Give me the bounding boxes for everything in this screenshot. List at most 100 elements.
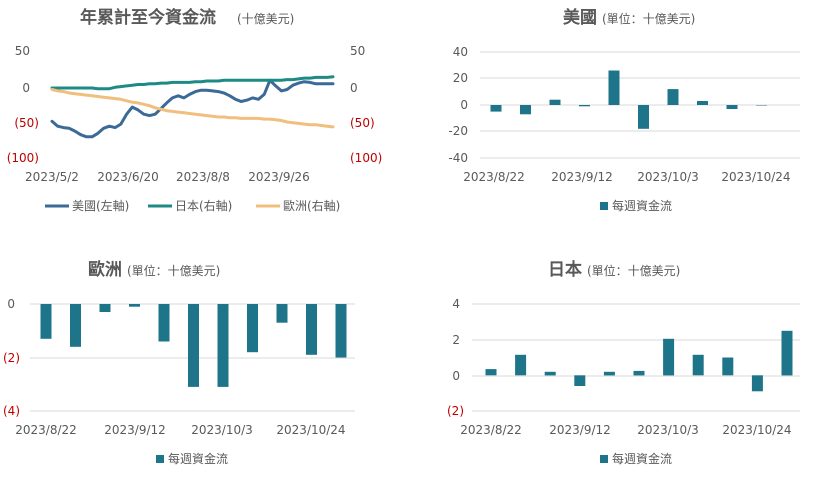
bar-series — [485, 330, 793, 392]
cumulative-flow-chart: 年累計至今資金流 (十億美元) 50 0 (50) (100) 50 0 (50… — [0, 0, 410, 241]
x-axis-ticks: 2023/5/2 2023/6/20 2023/8/8 2023/9/26 — [25, 170, 310, 184]
chart-subtitle: (十億美元) — [237, 12, 294, 26]
right-tick-50: 50 — [350, 44, 365, 58]
bar-5 — [608, 70, 620, 105]
x-tick-2: 2023/9/12 — [551, 170, 613, 184]
left-tick-0: 0 — [22, 81, 30, 95]
x-tick-1: 2023/8/22 — [460, 423, 522, 437]
gridlines — [472, 303, 800, 412]
y-tick: (2) — [447, 404, 464, 418]
bar-3 — [549, 99, 561, 105]
right-y-axis-ticks: 50 0 (50) (100) — [350, 44, 382, 165]
chart-subtitle: (單位：十億美元) — [602, 11, 695, 26]
japan-weekly-svg: 日本 (單位：十億美元) 4 2 0 (2) 2023/8/22 2023/9/… — [447, 259, 800, 466]
bar-5 — [158, 304, 170, 342]
us-weekly-chart: 美國 (單位：十億美元) 40 20 0 -20 -40 2023/8/22 2… — [410, 0, 820, 241]
x-tick-3: 2023/8/8 — [176, 170, 230, 184]
series-line-2 — [50, 75, 335, 91]
bar-3 — [544, 371, 556, 376]
europe-weekly-chart: 歐洲 (單位：十億美元) 0 (2) (4) 2023/8/22 2023/9/… — [0, 241, 410, 482]
x-tick-2: 2023/6/20 — [97, 170, 159, 184]
x-tick-1: 2023/5/2 — [25, 170, 79, 184]
bar-series — [40, 304, 347, 387]
gridlines — [480, 51, 800, 159]
chart-title: 美國 — [563, 7, 597, 28]
bar-4 — [574, 375, 586, 386]
bar-1 — [40, 304, 52, 339]
legend: 每週資金流 — [600, 198, 672, 213]
legend-label: 每週資金流 — [168, 451, 228, 466]
bar-series — [490, 70, 767, 129]
x-axis-ticks: 2023/8/22 2023/9/12 2023/10/3 2023/10/24 — [460, 423, 791, 437]
chart-title: 年累計至今資金流 — [80, 7, 216, 28]
x-tick-1: 2023/8/22 — [15, 423, 77, 437]
y-tick: -40 — [448, 151, 468, 165]
bar-6 — [188, 304, 199, 387]
us-weekly-svg: 美國 (單位：十億美元) 40 20 0 -20 -40 2023/8/22 2… — [448, 7, 800, 213]
legend-swatch — [600, 202, 608, 210]
right-tick-neg50: (50) — [350, 116, 375, 130]
bar-1 — [485, 369, 497, 376]
x-tick-3: 2023/10/3 — [191, 423, 253, 437]
x-axis-ticks: 2023/8/22 2023/9/12 2023/10/3 2023/10/24 — [15, 423, 345, 437]
legend: 每週資金流 — [600, 451, 672, 466]
bar-6 — [638, 105, 649, 129]
y-tick: (4) — [3, 404, 20, 418]
bar-8 — [697, 101, 708, 105]
bar-8 — [247, 304, 258, 353]
x-tick-3: 2023/10/3 — [637, 423, 699, 437]
bar-10 — [306, 304, 317, 355]
bar-4 — [579, 105, 590, 107]
series-line-1 — [50, 78, 335, 139]
chart-title: 歐洲 — [88, 259, 122, 280]
bar-8 — [692, 354, 704, 376]
bar-9 — [722, 357, 734, 376]
bar-11 — [781, 330, 793, 376]
europe-weekly-svg: 歐洲 (單位：十億美元) 0 (2) (4) 2023/8/22 2023/9/… — [3, 259, 355, 466]
legend-swatch — [600, 455, 608, 463]
left-tick-neg100: (100) — [7, 151, 39, 165]
x-tick-2: 2023/9/12 — [104, 423, 166, 437]
chart-subtitle: (單位：十億美元) — [587, 263, 680, 278]
y-tick: 40 — [453, 45, 468, 59]
left-y-axis-ticks: 50 0 (50) (100) — [7, 44, 39, 165]
chart-subtitle: (單位：十億美元) — [127, 263, 220, 278]
bar-2 — [515, 354, 527, 376]
y-tick: 4 — [452, 297, 460, 311]
bar-7 — [663, 338, 675, 376]
x-tick-3: 2023/10/3 — [637, 170, 699, 184]
x-tick-4: 2023/10/24 — [722, 423, 791, 437]
legend-swatch — [156, 455, 164, 463]
right-tick-neg100: (100) — [350, 151, 382, 165]
y-tick: 0 — [7, 297, 15, 311]
x-tick-1: 2023/8/22 — [463, 170, 525, 184]
bar-4 — [129, 304, 140, 307]
left-tick-neg50: (50) — [14, 116, 39, 130]
x-axis-ticks: 2023/8/22 2023/9/12 2023/10/3 2023/10/24 — [463, 170, 790, 184]
cumulative-flow-svg: 年累計至今資金流 (十億美元) 50 0 (50) (100) 50 0 (50… — [7, 7, 383, 213]
bar-3 — [99, 304, 111, 312]
bar-9 — [276, 304, 288, 323]
bar-11 — [335, 304, 347, 358]
legend-label-jp: 日本(右軸) — [175, 198, 232, 213]
bar-6 — [633, 370, 645, 376]
bar-5 — [603, 371, 615, 376]
x-tick-4: 2023/10/24 — [721, 170, 790, 184]
bar-2 — [520, 105, 531, 115]
japan-weekly-chart: 日本 (單位：十億美元) 4 2 0 (2) 2023/8/22 2023/9/… — [410, 241, 820, 482]
legend: 美國(左軸) 日本(右軸) 歐洲(右軸) — [45, 198, 340, 213]
series-line-3 — [50, 88, 335, 129]
chart-title: 日本 — [548, 259, 582, 280]
y-axis-ticks: 4 2 0 (2) — [447, 297, 464, 418]
legend-label: 每週資金流 — [612, 198, 672, 213]
bar-9 — [726, 105, 738, 109]
y-tick: 2 — [452, 333, 460, 347]
y-tick: (2) — [3, 351, 20, 365]
y-tick: 20 — [453, 71, 468, 85]
bar-10 — [756, 105, 767, 106]
left-tick-50: 50 — [15, 44, 30, 58]
legend-label-eu: 歐洲(右軸) — [283, 198, 340, 213]
y-tick: 0 — [452, 369, 460, 383]
y-axis-ticks: 40 20 0 -20 -40 — [448, 45, 468, 165]
y-tick: -20 — [448, 124, 468, 138]
